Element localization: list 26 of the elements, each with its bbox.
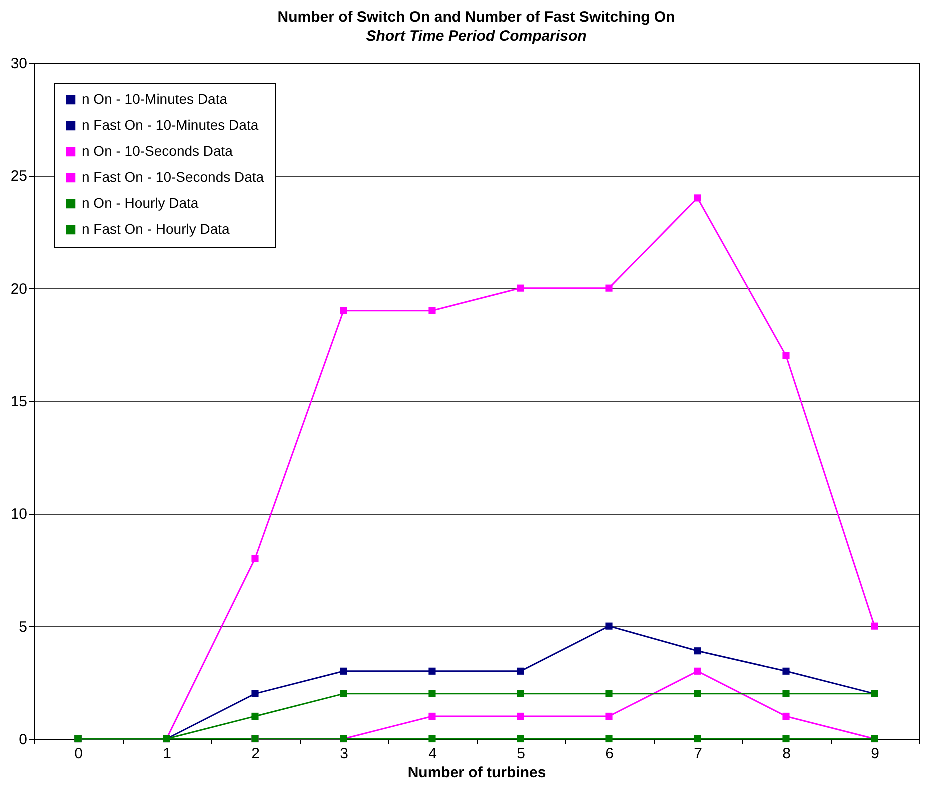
y-tick-label: 15 <box>10 394 28 410</box>
y-tick-label: 0 <box>19 732 28 748</box>
chart-title: Number of Switch On and Number of Fast Switching On <box>278 9 676 26</box>
legend-label: n On - 10-Minutes Data <box>82 91 228 107</box>
legend-label: n Fast On - 10-Minutes Data <box>82 117 259 133</box>
x-tick-label: 6 <box>606 746 614 762</box>
chart-subtitle: Short Time Period Comparison <box>366 28 587 45</box>
x-tick-label: 5 <box>517 746 526 762</box>
y-tick-label: 25 <box>10 168 28 186</box>
x-tick-label: 9 <box>871 746 880 762</box>
x-tick-label: 1 <box>163 746 172 762</box>
x-tick-label: 7 <box>694 746 702 762</box>
x-tick-label: 4 <box>428 746 437 762</box>
legend-label: n Fast On - Hourly Data <box>82 221 230 237</box>
y-tick-label: 10 <box>10 506 28 524</box>
x-tick-label: 3 <box>340 746 348 762</box>
legend-label: n On - 10-Seconds Data <box>82 143 234 159</box>
x-axis-title: Number of turbines <box>408 764 546 782</box>
y-tick-label: 20 <box>10 280 28 298</box>
x-tick-label: 0 <box>74 746 83 762</box>
legend-label: n On - Hourly Data <box>82 195 199 211</box>
x-tick-label: 8 <box>782 746 791 762</box>
x-tick-label: 2 <box>252 746 260 762</box>
y-tick-label: 30 <box>10 56 28 72</box>
y-tick-label: 5 <box>19 618 28 636</box>
legend-label: n Fast On - 10-Seconds Data <box>82 169 264 185</box>
